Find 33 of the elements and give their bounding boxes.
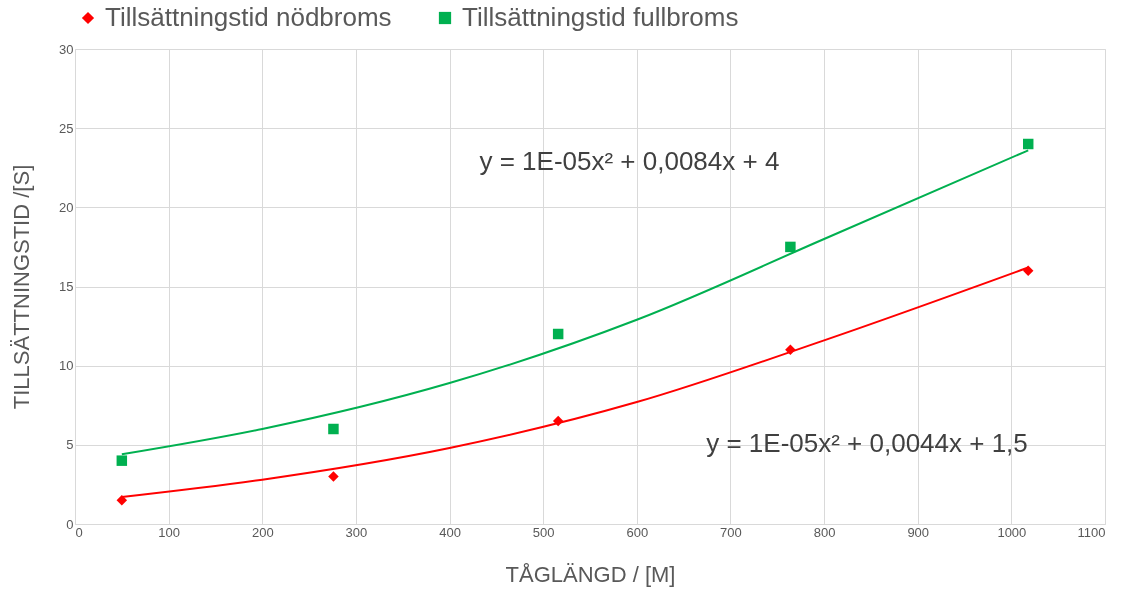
point <box>552 415 564 427</box>
x-tick-label: 800 <box>813 524 836 540</box>
x-tick-label: 200 <box>251 524 274 540</box>
y-tick-label: 25 <box>59 120 74 136</box>
x-tick-label: 900 <box>907 524 930 540</box>
x-tick-label: 100 <box>158 524 180 540</box>
x-tick-label: 1000 <box>997 524 1027 540</box>
x-tick-label: 300 <box>345 524 368 540</box>
x-tick-label: 600 <box>626 524 649 540</box>
y-tick-label: 15 <box>59 279 74 294</box>
x-tick-label: 400 <box>439 524 461 540</box>
x-tick-label: 700 <box>720 524 742 540</box>
y-tick-label: 30 <box>59 41 74 57</box>
point <box>785 344 796 356</box>
x-tick-label: 500 <box>532 524 555 540</box>
point <box>328 471 339 482</box>
point <box>328 423 339 435</box>
legend-label: Tillsättningstid nödbroms <box>105 2 392 32</box>
x-tick-label: 1100 <box>1077 524 1106 540</box>
annotation: y = 1E-05x² + 0,0084x + 4 <box>479 145 780 176</box>
y-tick-label: 20 <box>59 199 74 215</box>
y-tick-label: 10 <box>59 358 74 374</box>
point <box>552 328 564 340</box>
point <box>116 455 128 466</box>
point <box>1022 138 1034 150</box>
point <box>785 241 796 253</box>
x-axis-title: TÅGLÄNGD / [M] <box>505 561 676 587</box>
legend-label: Tillsättningstid fullbroms <box>462 2 739 32</box>
y-tick-label: 5 <box>66 437 74 453</box>
point <box>1022 265 1034 276</box>
y-axis-title: TILLSÄTTNINGSTID /[S] <box>9 164 35 410</box>
annotation: y = 1E-05x² + 0,0044x + 1,5 <box>706 427 1028 458</box>
point <box>116 495 128 506</box>
